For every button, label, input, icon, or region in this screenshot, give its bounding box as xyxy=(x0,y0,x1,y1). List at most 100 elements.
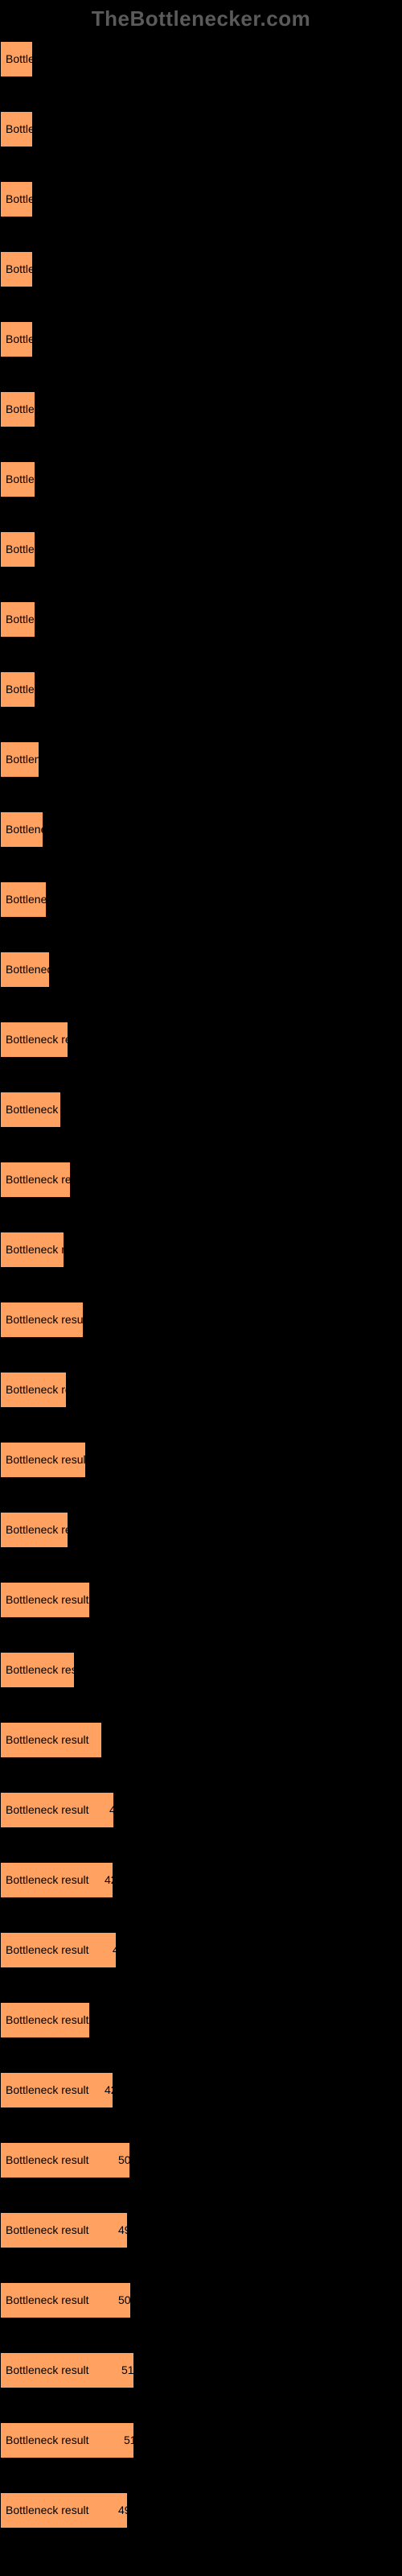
bar: Bottleneck result xyxy=(0,2422,134,2458)
bar-row: Bottleneck result xyxy=(0,952,402,988)
bar: Bottleneck result xyxy=(0,2212,128,2248)
bar-row: Bottleneck result xyxy=(0,2002,402,2038)
bar-row: Bottleneck result51 xyxy=(0,2422,402,2458)
bar: Bottleneck result xyxy=(0,1442,86,1478)
bar-row: Bottleneck result xyxy=(0,1372,402,1408)
bar-row: Bottleneck result49 xyxy=(0,2212,402,2248)
bar-row: Bottleneck result xyxy=(0,741,402,778)
bar-row: Bottleneck result 51 xyxy=(0,2352,402,2388)
bar: Bottleneck result xyxy=(0,2282,131,2318)
bar: Bottleneck result xyxy=(0,2352,134,2388)
bar-row: Bottleneck result xyxy=(0,181,402,217)
bar: Bottleneck result xyxy=(0,1512,68,1548)
bar: Bottleneck result xyxy=(0,601,35,638)
bar: Bottleneck result xyxy=(0,1862,113,1898)
bar-row: Bottleneck result xyxy=(0,811,402,848)
bar-row: Bottleneck result xyxy=(0,1442,402,1478)
bar-value-label: 51 xyxy=(121,2352,134,2388)
bar-row: Bottleneck result 4 xyxy=(0,1792,402,1828)
bar-label: Bottleneck result xyxy=(6,2212,89,2248)
bar: Bottleneck result xyxy=(0,1092,61,1128)
bar-label: Bottleneck result xyxy=(6,2352,89,2388)
bar: Bottleneck result xyxy=(0,741,39,778)
bar-row: Bottleneck result xyxy=(0,1302,402,1338)
bar-label: Bottleneck result xyxy=(6,601,89,638)
bar: Bottleneck result xyxy=(0,2002,90,2038)
bar-row: Bottleneck result42 xyxy=(0,2072,402,2108)
bar-row: Bottleneck result xyxy=(0,1582,402,1618)
bar: Bottleneck result xyxy=(0,391,35,427)
bar: Bottleneck result xyxy=(0,1022,68,1058)
bar-label: Bottleneck result xyxy=(6,461,89,497)
bar-row: Bottleneck result 50 xyxy=(0,2142,402,2178)
bar: Bottleneck result xyxy=(0,2492,128,2529)
bar-label: Bottleneck result xyxy=(6,2492,89,2529)
bar-value-label: 49 xyxy=(118,2492,131,2529)
bar-label: Bottleneck result xyxy=(6,1022,89,1058)
bar-label: Bottleneck result xyxy=(6,1722,89,1758)
bar-label: Bottleneck result xyxy=(6,881,89,918)
bar-row: Bottleneck result xyxy=(0,391,402,427)
bar-row: Bottleneck result 4 xyxy=(0,1932,402,1968)
bar: Bottleneck result xyxy=(0,321,33,357)
bar-label: Bottleneck result xyxy=(6,1442,89,1478)
bar-value-label: 50 xyxy=(118,2282,131,2318)
bar: Bottleneck result xyxy=(0,811,43,848)
bar-label: Bottleneck result xyxy=(6,41,89,77)
bar-label: Bottleneck result xyxy=(6,1162,89,1198)
bar: Bottleneck result xyxy=(0,41,33,77)
bar-label: Bottleneck result xyxy=(6,2142,89,2178)
bar: Bottleneck result xyxy=(0,1162,71,1198)
bar-label: Bottleneck result xyxy=(6,1792,89,1828)
bar-value-label: 4 xyxy=(113,1932,119,1968)
bar: Bottleneck result xyxy=(0,2142,130,2178)
bar-row: Bottleneck result xyxy=(0,1652,402,1688)
bar: Bottleneck result xyxy=(0,1232,64,1268)
bar-row: Bottleneck result50 xyxy=(0,2282,402,2318)
bar: Bottleneck result xyxy=(0,1652,75,1688)
bar-label: Bottleneck result xyxy=(6,111,89,147)
bar-value-label: 42 xyxy=(105,2072,117,2108)
bar-row: Bottleneck result xyxy=(0,881,402,918)
bar-row: Bottleneck result xyxy=(0,321,402,357)
bar-label: Bottleneck result xyxy=(6,251,89,287)
bar-row: Bottleneck result xyxy=(0,41,402,77)
bar: Bottleneck result xyxy=(0,1302,84,1338)
bottleneck-bar-chart: Bottleneck resultBottleneck resultBottle… xyxy=(0,41,402,2529)
bar: Bottleneck result xyxy=(0,671,35,708)
bar: Bottleneck result xyxy=(0,1582,90,1618)
bar-label: Bottleneck result xyxy=(6,1932,89,1968)
bar-value-label: 4 xyxy=(109,1792,116,1828)
bar-label: Bottleneck result xyxy=(6,531,89,568)
bar-label: Bottleneck result xyxy=(6,391,89,427)
bar-label: Bottleneck result xyxy=(6,671,89,708)
bar-row: Bottleneck result xyxy=(0,671,402,708)
bar-row: Bottleneck result xyxy=(0,1162,402,1198)
bar-label: Bottleneck result xyxy=(6,741,89,778)
bar-label: Bottleneck result xyxy=(6,181,89,217)
bar-label: Bottleneck result xyxy=(6,1372,89,1408)
bar: Bottleneck result xyxy=(0,461,35,497)
bar: Bottleneck result xyxy=(0,181,33,217)
bar-row: Bottleneck result xyxy=(0,1022,402,1058)
bar-label: Bottleneck result xyxy=(6,1302,89,1338)
bar: Bottleneck result xyxy=(0,251,33,287)
bar: Bottleneck result xyxy=(0,2072,113,2108)
site-title: TheBottlenecker.com xyxy=(0,0,402,41)
bar-value-label: 51 xyxy=(124,2422,137,2458)
bar-row: Bottleneck result xyxy=(0,251,402,287)
bar-row: Bottleneck result xyxy=(0,531,402,568)
bar-value-label: 50 xyxy=(118,2142,131,2178)
bar: Bottleneck result xyxy=(0,531,35,568)
bar-label: Bottleneck result xyxy=(6,1862,89,1898)
bar-row: Bottleneck result42 xyxy=(0,1862,402,1898)
bar: Bottleneck result xyxy=(0,111,33,147)
bar-label: Bottleneck result xyxy=(6,1232,89,1268)
bar-label: Bottleneck result xyxy=(6,1092,89,1128)
bar: Bottleneck result xyxy=(0,1372,67,1408)
bar-label: Bottleneck result xyxy=(6,1582,89,1618)
bar-row: Bottleneck result 49 xyxy=(0,2492,402,2529)
bar-label: Bottleneck result xyxy=(6,2002,89,2038)
bar-row: Bottleneck result xyxy=(0,601,402,638)
bar-row: Bottleneck result xyxy=(0,1722,402,1758)
